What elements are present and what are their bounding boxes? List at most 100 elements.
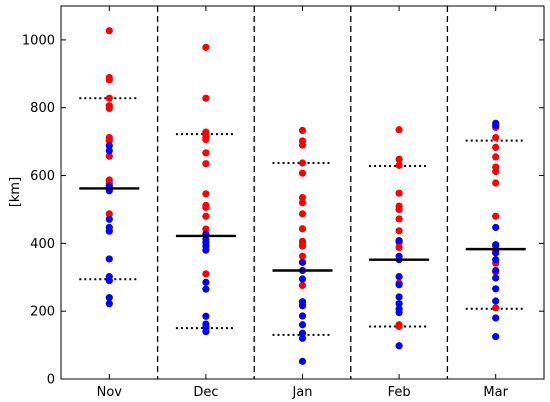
blue-point [492, 223, 500, 232]
red-point [105, 104, 113, 113]
blue-point [492, 249, 500, 257]
red-point [492, 212, 500, 220]
blue-point [492, 256, 500, 264]
red-point [298, 210, 307, 218]
blue-point [395, 308, 403, 317]
blue-point [492, 266, 500, 275]
x-tick-label: Dec [193, 385, 218, 400]
red-point [298, 169, 307, 177]
blue-point [202, 285, 210, 293]
red-point [298, 141, 307, 149]
blue-point [202, 278, 210, 286]
y-axis-label: [km] [8, 177, 23, 207]
blue-point [395, 300, 403, 308]
blue-point [105, 294, 113, 302]
red-point [298, 159, 307, 167]
blue-point [492, 297, 500, 305]
red-point [492, 153, 500, 161]
red-point [202, 225, 210, 233]
x-tick-label: Mar [483, 385, 508, 400]
red-point [202, 94, 210, 102]
blue-point [202, 327, 210, 336]
blue-point [492, 121, 500, 129]
red-point [395, 243, 403, 252]
blue-point [298, 312, 307, 320]
category-separators [156, 6, 449, 379]
blue-point [492, 333, 500, 341]
blue-point [395, 237, 403, 245]
blue-point [202, 246, 210, 254]
x-axis: Nov Dec Jan Feb Mar [97, 6, 509, 400]
red-point [395, 215, 403, 223]
blue-point [395, 281, 403, 289]
median-lines [79, 187, 526, 272]
blue-point [298, 321, 307, 329]
blue-point [298, 302, 307, 310]
red-point [492, 143, 500, 152]
blue-point [492, 285, 500, 293]
blue-point [105, 300, 113, 308]
blue-point [395, 272, 403, 281]
red-point [298, 281, 307, 290]
red-point [492, 133, 500, 142]
red-point [202, 160, 210, 168]
blue-point [492, 274, 500, 282]
red-point [492, 304, 500, 312]
red-point [395, 205, 403, 214]
blue-point [298, 329, 307, 337]
red-point [395, 161, 403, 169]
y-tick-label: 0 [47, 373, 55, 388]
blue-point [395, 342, 403, 350]
red-point [105, 27, 113, 35]
red-point [395, 126, 403, 134]
red-point [105, 76, 113, 84]
y-tick-label: 200 [30, 305, 55, 320]
blue-point [492, 314, 500, 322]
blue-point [105, 147, 113, 155]
y-tick-label: 400 [30, 237, 55, 252]
blue-point [105, 277, 113, 285]
red-point [105, 94, 113, 102]
red-point [298, 242, 307, 250]
y-tick-label: 800 [30, 101, 55, 116]
blue-point [298, 258, 307, 266]
red-point [202, 190, 210, 198]
y-tick-label: 600 [30, 169, 55, 184]
red-point [105, 137, 113, 145]
blue-point [105, 255, 113, 263]
red-point [395, 322, 403, 331]
blue-point [298, 334, 307, 342]
red-point [395, 189, 403, 197]
red-point [395, 227, 403, 235]
red-point [202, 43, 210, 51]
blue-point [298, 275, 307, 283]
red-point [492, 167, 500, 176]
x-tick-label: Nov [97, 385, 123, 400]
red-point [105, 210, 113, 218]
red-point [202, 203, 210, 212]
red-point [105, 152, 113, 160]
red-point [202, 149, 210, 157]
y-axis: 0 200 400 600 800 1000 [22, 33, 544, 388]
blue-point [298, 357, 307, 365]
red-point [298, 199, 307, 207]
blue-point [202, 312, 210, 320]
blue-point [492, 241, 500, 249]
red-point [202, 270, 210, 278]
blue-point [105, 227, 113, 235]
red-point [492, 179, 500, 187]
blue-point [395, 293, 403, 301]
blue-point [105, 142, 113, 150]
red-point [298, 225, 307, 233]
red-point [298, 193, 307, 202]
red-point [395, 155, 403, 163]
blue-point [105, 215, 113, 223]
x-tick-label: Feb [388, 385, 411, 400]
x-tick-label: Jan [291, 385, 312, 400]
red-point [202, 136, 210, 144]
red-point [298, 126, 307, 135]
y-tick-label: 1000 [22, 33, 55, 48]
red-point [298, 252, 307, 260]
red-point [202, 212, 210, 220]
